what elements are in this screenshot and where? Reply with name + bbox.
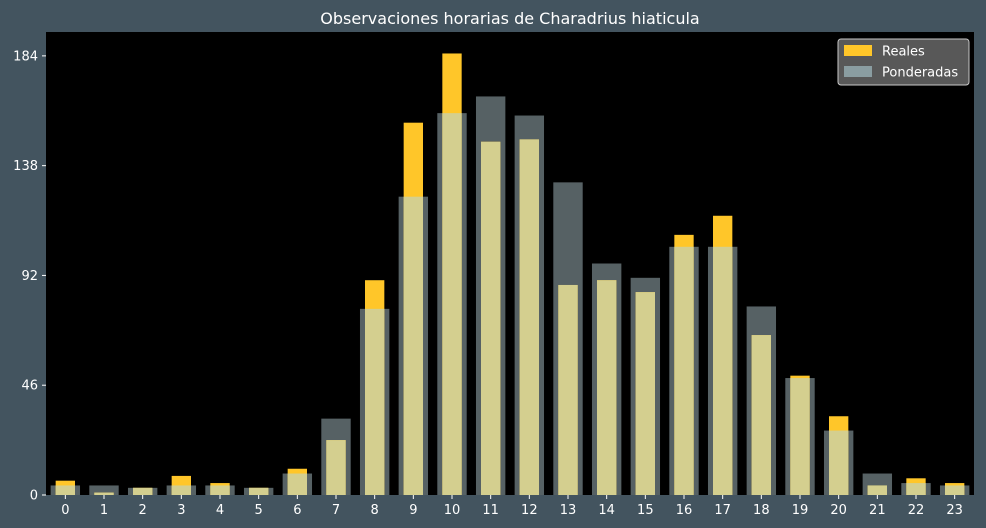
x-tick-label: 7 xyxy=(332,503,340,518)
bar-overlap-19 xyxy=(790,378,810,495)
bar-overlap-17 xyxy=(713,246,733,495)
bar-overlap-6 xyxy=(287,473,307,495)
legend-swatch-reales xyxy=(844,45,872,56)
bar-overlap-9 xyxy=(403,196,423,495)
bar-overlap-15 xyxy=(635,292,655,495)
bar-ponderadas-1 xyxy=(89,485,119,495)
x-tick-label: 1 xyxy=(100,503,108,518)
bar-overlap-0 xyxy=(55,485,75,495)
bar-overlap-4 xyxy=(210,485,230,495)
bar-overlap-21 xyxy=(867,485,887,495)
x-tick-label: 0 xyxy=(61,503,69,518)
bar-overlap-3 xyxy=(171,485,191,495)
bar-overlap-1 xyxy=(94,492,114,495)
x-tick-label: 6 xyxy=(293,503,301,518)
legend-label-ponderadas: Ponderadas xyxy=(882,66,958,81)
x-tick-label: 9 xyxy=(409,503,417,518)
y-tick-label: 92 xyxy=(21,269,38,284)
chart-title: Observaciones horarias de Charadrius hia… xyxy=(320,9,699,28)
bar-overlap-13 xyxy=(558,284,578,495)
x-tick-label: 12 xyxy=(521,503,538,518)
y-tick-label: 0 xyxy=(30,489,38,504)
x-tick-label: 22 xyxy=(908,503,925,518)
x-tick-label: 3 xyxy=(177,503,185,518)
x-tick-label: 8 xyxy=(371,503,379,518)
bar-overlap-16 xyxy=(674,246,694,495)
bar-overlap-20 xyxy=(829,430,849,495)
x-tick-label: 19 xyxy=(792,503,809,518)
bar-overlap-23 xyxy=(945,485,965,495)
y-tick-label: 46 xyxy=(21,379,38,394)
x-tick-label: 16 xyxy=(676,503,693,518)
legend: Reales Ponderadas xyxy=(837,38,970,86)
bar-overlap-2 xyxy=(133,487,153,495)
x-tick-label: 17 xyxy=(714,503,731,518)
legend-swatch-ponderadas xyxy=(844,66,872,77)
x-tick-label: 4 xyxy=(216,503,224,518)
y-tick-label: 184 xyxy=(13,49,38,64)
bar-overlap-18 xyxy=(751,335,771,495)
bar-overlap-8 xyxy=(365,308,385,495)
x-tick-label: 23 xyxy=(946,503,963,518)
y-tick-label: 138 xyxy=(13,159,38,174)
bar-overlap-14 xyxy=(597,280,617,495)
x-tick-label: 21 xyxy=(869,503,886,518)
x-tick-label: 15 xyxy=(637,503,654,518)
bar-overlap-7 xyxy=(326,440,346,495)
y-axis: 0 46 92 138 184 xyxy=(13,49,46,504)
x-tick-label: 13 xyxy=(560,503,577,518)
x-axis: 0 1 2 3 4 5 6 7 8 9 10 11 12 13 14 15 16 17 18 19 20 21 22 23 xyxy=(61,495,963,518)
bar-overlap-11 xyxy=(481,141,501,495)
legend-label-reales: Reales xyxy=(882,45,925,60)
bar-overlap-12 xyxy=(519,139,539,495)
x-tick-label: 20 xyxy=(830,503,847,518)
x-tick-label: 18 xyxy=(753,503,770,518)
plot-area xyxy=(46,32,974,495)
bars-layer xyxy=(50,53,970,496)
x-tick-label: 2 xyxy=(139,503,147,518)
x-tick-label: 10 xyxy=(444,503,461,518)
bar-overlap-10 xyxy=(442,113,462,495)
x-tick-label: 11 xyxy=(482,503,499,518)
x-tick-label: 14 xyxy=(598,503,615,518)
bar-overlap-5 xyxy=(249,487,269,495)
bar-overlap-22 xyxy=(906,483,926,495)
x-tick-label: 5 xyxy=(255,503,263,518)
